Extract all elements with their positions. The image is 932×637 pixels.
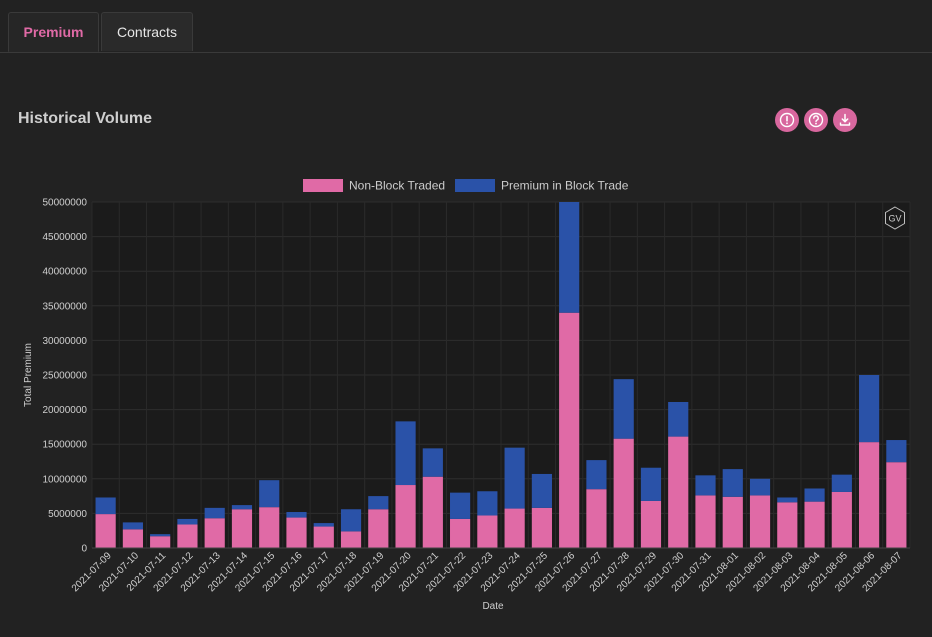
bar-block-trade [859,375,880,443]
bar-non-block [340,531,362,548]
bar-block-trade [695,475,716,496]
y-tick-label: 10000000 [43,474,88,485]
bar-block-trade [95,497,116,515]
alert-icon[interactable] [775,108,799,132]
bar-block-trade [122,522,143,530]
bar-non-block [559,312,580,548]
x-axis-title: Date [482,601,504,612]
bar-block-trade [640,467,662,501]
y-tick-label: 50000000 [43,198,88,209]
y-tick-label: 40000000 [43,267,88,278]
bar-non-block [477,515,498,548]
y-tick-label: 0 [81,544,87,555]
bar-non-block [668,436,689,548]
bar-non-block [586,489,607,548]
bar-non-block [886,462,907,548]
bar-non-block [531,507,552,548]
bar-block-trade [531,473,552,508]
bar-block-trade [286,512,307,518]
y-tick-label: 15000000 [43,440,88,451]
bar-block-trade [586,460,607,490]
watermark-logo: GV [888,214,901,224]
bar-block-trade [231,505,253,510]
bar-block-trade [504,447,525,509]
bar-non-block [640,500,662,548]
legend-swatch-block-trade [455,179,495,192]
bar-non-block [95,514,116,548]
tab-premium[interactable]: Premium [8,12,99,52]
bar-block-trade [313,523,334,527]
bar-block-trade [613,379,634,439]
bar-non-block [722,496,743,548]
help-icon[interactable] [804,108,828,132]
y-tick-label: 30000000 [43,336,88,347]
bar-block-trade [150,534,171,537]
bar-block-trade [777,497,798,503]
bar-non-block [150,536,171,548]
section-title: Historical Volume [18,110,152,127]
legend-label-non-block: Non-Block Traded [349,179,445,193]
bar-non-block [831,491,852,548]
bar-block-trade [722,469,743,497]
tab-bar: Premium Contracts [0,0,932,53]
tab-contracts[interactable]: Contracts [101,12,193,51]
bar-non-block [395,485,416,548]
bar-non-block [804,501,825,548]
bar-non-block [777,502,798,548]
bar-non-block [504,508,525,548]
bar-block-trade [395,421,416,486]
bar-non-block [422,476,443,548]
bar-block-trade [749,478,771,496]
y-tick-label: 35000000 [43,301,88,312]
legend-label-block-trade: Premium in Block Trade [501,179,629,193]
bar-block-trade [259,480,280,508]
watermark-hexagon-icon [885,206,905,230]
bar-block-trade [422,448,443,477]
bar-non-block [368,509,389,548]
y-tick-label: 5000000 [48,509,87,520]
bar-non-block [695,495,716,548]
download-icon[interactable] [833,108,857,132]
bar-block-trade [477,491,498,516]
bar-block-trade [177,518,198,525]
bar-block-trade [668,401,689,437]
bar-block-trade [450,492,471,519]
bar-non-block [177,524,198,548]
y-axis-title: Total Premium [23,343,34,407]
y-tick-label: 20000000 [43,405,88,416]
y-tick-label: 25000000 [43,371,88,382]
legend-swatch-non-block [303,179,343,192]
bar-block-trade [886,440,907,463]
bar-non-block [859,442,880,548]
bar-non-block [259,507,280,548]
bar-non-block [450,518,471,548]
bar-block-trade [204,507,225,519]
bar-block-trade [368,496,389,510]
bar-block-trade [340,509,362,532]
bar-block-trade [804,488,825,502]
stacked-bar-chart: 0 5000000 10000000 15000000 20000000 25000000… [23,179,911,612]
bar-non-block [286,517,307,548]
bar-non-block [313,526,334,548]
bar-block-trade [559,202,580,313]
y-tick-label: 45000000 [43,232,88,243]
bar-non-block [122,529,143,548]
bar-non-block [204,518,225,548]
bar-non-block [613,438,634,548]
bar-block-trade [831,474,852,492]
bar-non-block [231,509,253,548]
bar-non-block [749,495,771,548]
